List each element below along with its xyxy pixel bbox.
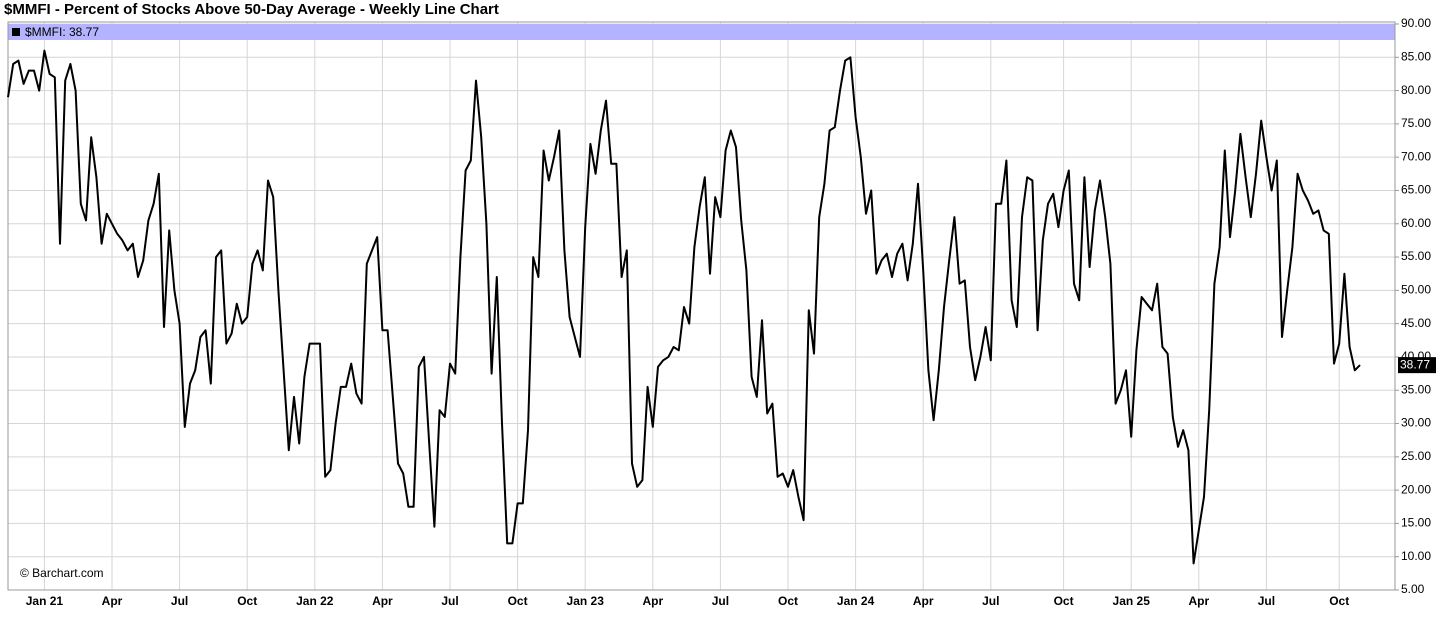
y-tick-label: 5.00 (1401, 582, 1425, 596)
y-tick-label: 55.00 (1401, 249, 1431, 263)
last-value-label: 38.77 (1400, 357, 1430, 371)
x-tick-label: Apr (1188, 594, 1209, 608)
y-tick-label: 65.00 (1401, 183, 1431, 197)
last-value-tag (1398, 357, 1436, 374)
y-tick-label: 90.00 (1401, 16, 1431, 30)
x-tick-label: Oct (237, 594, 257, 608)
y-tick-label: 70.00 (1401, 149, 1431, 163)
grid (8, 22, 1395, 591)
x-tick-label: Apr (642, 594, 663, 608)
x-tick-label: Jan 25 (1113, 594, 1151, 608)
line (7, 49, 1361, 565)
x-tick-label: Oct (1054, 594, 1074, 608)
legend-band (8, 24, 1395, 40)
x-tick-label: Jul (1258, 594, 1275, 608)
legend-swatch (12, 28, 20, 36)
x-tick-label: Jan 23 (567, 594, 605, 608)
x-tick-label: Apr (102, 594, 123, 608)
y-tick-label: 60.00 (1401, 216, 1431, 230)
y-tick-label: 35.00 (1401, 382, 1431, 396)
y-tick-label: 25.00 (1401, 449, 1431, 463)
x-tick-label: Oct (1329, 594, 1349, 608)
y-tick-label: 10.00 (1401, 549, 1431, 563)
x-tick-label: Jul (171, 594, 188, 608)
y-tick-label: 85.00 (1401, 49, 1431, 63)
x-tick-label: Jan 24 (837, 594, 875, 608)
y-tick-label: 75.00 (1401, 116, 1431, 130)
y-tick-label: 80.00 (1401, 83, 1431, 97)
chart-title: $MMFI - Percent of Stocks Above 50-Day A… (4, 1, 499, 18)
x-tick-label: Jul (712, 594, 729, 608)
x-tick-label: Jul (982, 594, 999, 608)
x-tick-label: Oct (508, 594, 528, 608)
legend-label: $MMFI: 38.77 (25, 25, 99, 39)
copyright: © Barchart.com (20, 566, 104, 580)
y-tick-label: 15.00 (1401, 516, 1431, 530)
y-tick-label: 50.00 (1401, 283, 1431, 297)
x-tick-label: Apr (372, 594, 393, 608)
y-tick-label: 20.00 (1401, 482, 1431, 496)
x-tick-label: Oct (778, 594, 798, 608)
y-tick-label: 45.00 (1401, 316, 1431, 330)
x-tick-label: Apr (913, 594, 934, 608)
x-tick-label: Jan 21 (26, 594, 64, 608)
x-tick-label: Jul (441, 594, 458, 608)
plot-frame (7, 21, 1396, 591)
x-tick-label: Jan 22 (296, 594, 334, 608)
y-tick-label: 30.00 (1401, 416, 1431, 430)
